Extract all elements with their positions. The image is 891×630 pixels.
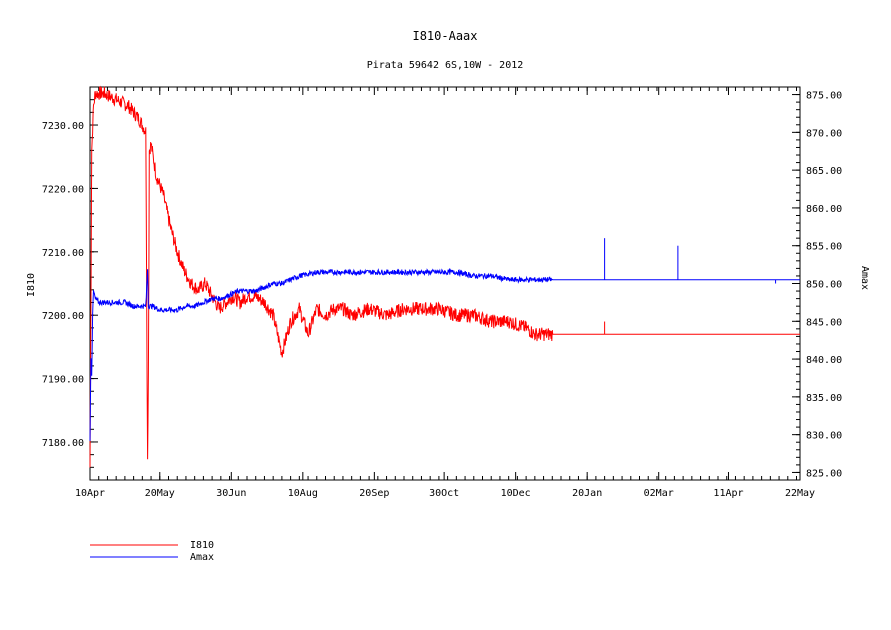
x-axis-ticks: 10Apr 20May 30Jun 10Aug 20Sep 30Oct 10Dec 20Jan… <box>75 87 815 499</box>
x-tick-label: 22May <box>785 488 815 499</box>
x-tick-label: 20Jan <box>572 488 602 499</box>
y2-tick-label: 840.00 <box>806 355 842 366</box>
y2-tick-label: 835.00 <box>806 393 842 404</box>
chart-subtitle: Pirata 59642 6S,10W - 2012 <box>367 60 524 71</box>
y-tick-label: 7180.00 <box>42 438 84 449</box>
plot-frame <box>89 86 801 481</box>
y2-tick-label: 860.00 <box>806 204 842 215</box>
y-tick-label: 7210.00 <box>42 248 84 259</box>
x-tick-label: 11Apr <box>713 488 743 499</box>
y2-tick-label: 870.00 <box>806 128 842 139</box>
chart-title: I810-Aaax <box>412 29 477 43</box>
y-tick-label: 7190.00 <box>42 375 84 386</box>
legend-label-amax: Amax <box>190 552 214 563</box>
legend-label-i810: I810 <box>190 540 214 551</box>
x-tick-label: 10Aug <box>288 488 318 499</box>
y2-tick-label: 865.00 <box>806 166 842 177</box>
y2-tick-label: 830.00 <box>806 431 842 442</box>
y-tick-label: 7200.00 <box>42 311 84 322</box>
y2-tick-label: 855.00 <box>806 242 842 253</box>
y2-tick-label: 850.00 <box>806 280 842 291</box>
x-tick-label: 10Apr <box>75 488 105 499</box>
minor-ticks <box>89 86 800 481</box>
x-tick-label: 20Sep <box>359 488 389 499</box>
series-line-amax <box>89 268 800 442</box>
legend: I810 Amax <box>90 540 214 563</box>
x-tick-label: 30Jun <box>216 488 246 499</box>
y-axis-left-label: I810 <box>26 273 37 297</box>
x-tick-label: 02Mar <box>644 488 674 499</box>
y-tick-label: 7230.00 <box>42 121 84 132</box>
y2-tick-label: 875.00 <box>806 91 842 102</box>
y-axis-right-label: Amax <box>859 266 870 290</box>
x-tick-label: 30Oct <box>429 488 459 499</box>
series-line-i810 <box>89 85 800 468</box>
y-axis-right-ticks: 825.00 830.00 835.00 840.00 845.00 850.00 855.… <box>792 91 842 479</box>
y-tick-label: 7220.00 <box>42 184 84 195</box>
y-axis-left-ticks: 7180.00 7190.00 7200.00 7210.00 7220.00 7230.… <box>42 121 98 449</box>
x-tick-label: 10Dec <box>501 488 531 499</box>
y2-tick-label: 825.00 <box>806 468 842 479</box>
series-group <box>89 85 800 468</box>
x-tick-label: 20May <box>145 488 175 499</box>
y2-tick-label: 845.00 <box>806 317 842 328</box>
